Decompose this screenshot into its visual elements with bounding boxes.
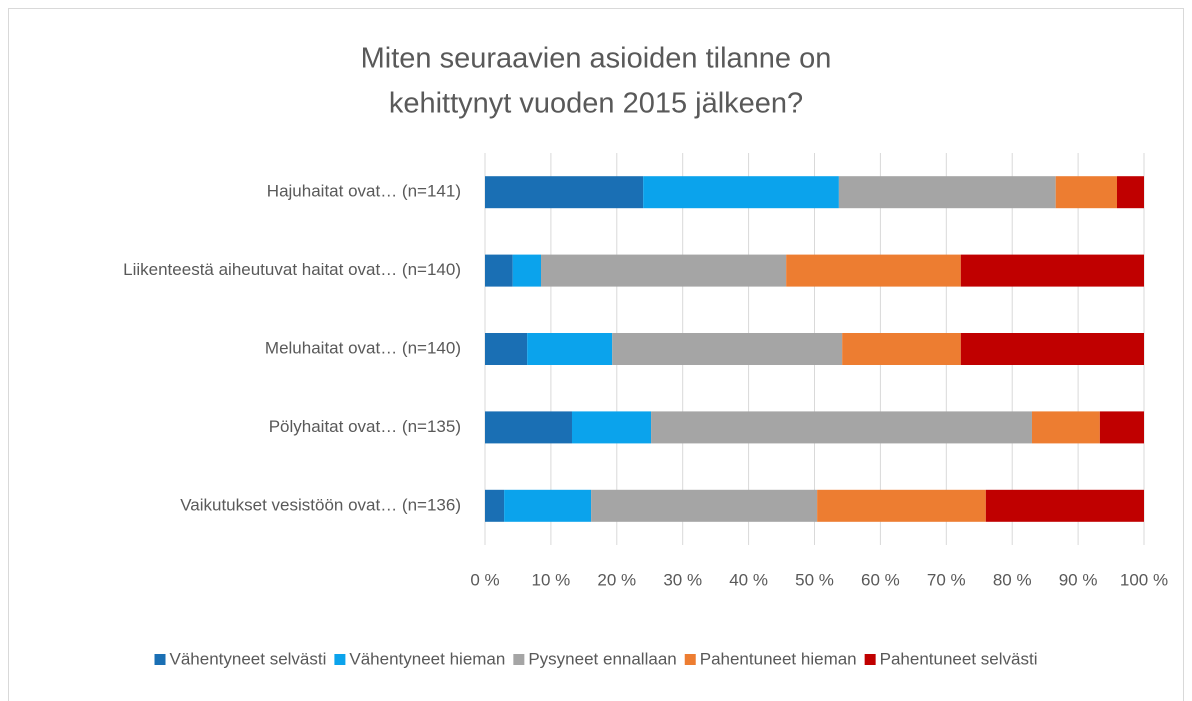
x-tick-label: 80 %	[993, 570, 1032, 589]
bar-segment	[612, 333, 843, 365]
x-tick-label: 0 %	[470, 570, 499, 589]
y-tick-label: Vaikutukset vesistöön ovat… (n=136)	[180, 495, 461, 514]
bar-segment	[1055, 176, 1117, 209]
chart-title: Miten seuraavien asioiden tilanne on	[361, 43, 832, 75]
legend-swatch	[513, 654, 525, 665]
bar-segment	[1099, 411, 1144, 444]
bar-segment	[960, 254, 1144, 287]
bar-segment	[485, 176, 644, 209]
bar-segment	[786, 254, 961, 287]
bar-segment	[838, 176, 1056, 209]
bar-segment	[504, 489, 592, 522]
chart-title: kehittynyt vuoden 2015 jälkeen?	[389, 88, 803, 120]
legend-label: Pahentuneet selvästi	[880, 649, 1038, 668]
y-tick-label: Meluhaitat ovat… (n=140)	[265, 338, 461, 357]
legend-label: Pysyneet ennallaan	[528, 649, 676, 668]
legend-swatch	[154, 654, 166, 665]
legend-swatch	[684, 654, 696, 665]
x-tick-label: 100 %	[1120, 570, 1168, 589]
y-tick-label: Pölyhaitat ovat… (n=135)	[269, 417, 461, 436]
bar-segment	[485, 489, 505, 522]
bar-segment	[1031, 411, 1100, 444]
legend-swatch	[334, 654, 346, 665]
x-tick-label: 40 %	[729, 570, 768, 589]
x-tick-label: 70 %	[927, 570, 966, 589]
bar-segment	[541, 254, 787, 287]
bar-segment	[643, 176, 839, 209]
legend-label: Pahentuneet hieman	[700, 649, 857, 668]
bar-segment	[512, 254, 542, 287]
x-tick-label: 20 %	[597, 570, 636, 589]
bar-segment	[485, 411, 572, 444]
bar-segment	[591, 489, 818, 522]
bar-segment	[651, 411, 1032, 444]
bar-segment	[960, 333, 1144, 365]
bar-segment	[485, 333, 528, 365]
bar-segment	[842, 333, 961, 365]
x-tick-label: 50 %	[795, 570, 834, 589]
x-tick-label: 90 %	[1059, 570, 1098, 589]
bar-segment	[1116, 176, 1144, 209]
legend-label: Vähentyneet selvästi	[170, 649, 327, 668]
bar-segment	[527, 333, 613, 365]
x-tick-label: 60 %	[861, 570, 900, 589]
legend-swatch	[864, 654, 876, 665]
y-tick-label: Liikenteestä aiheutuvat haitat ovat… (n=…	[123, 260, 461, 279]
x-tick-label: 10 %	[532, 570, 571, 589]
y-tick-label: Hajuhaitat ovat… (n=141)	[267, 182, 461, 201]
legend-label: Vähentyneet hieman	[349, 649, 505, 668]
bar-segment	[571, 411, 652, 444]
bar-segment	[817, 489, 986, 522]
x-tick-label: 30 %	[663, 570, 702, 589]
bar-segment	[485, 254, 513, 287]
bar-segment	[985, 489, 1144, 522]
